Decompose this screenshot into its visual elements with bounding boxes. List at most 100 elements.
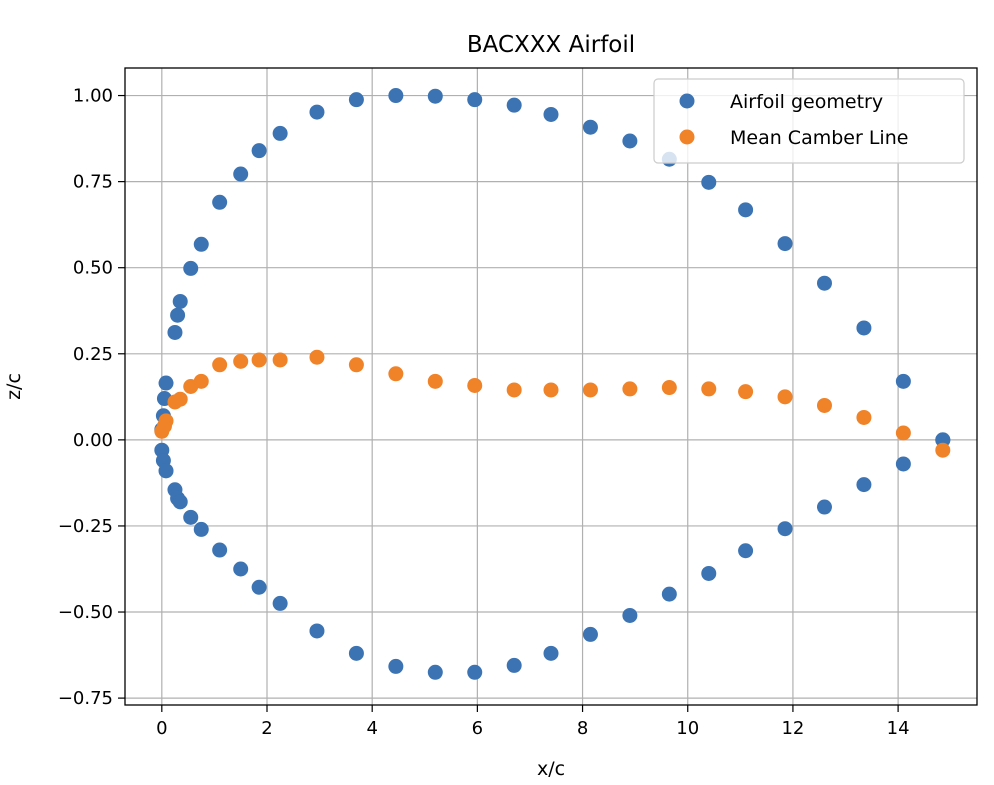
- data-point: [251, 143, 267, 159]
- data-point: [158, 375, 174, 391]
- legend-label: Mean Camber Line: [730, 127, 908, 149]
- data-point: [167, 394, 183, 410]
- data-point: [183, 260, 199, 276]
- plot-frame: [124, 67, 978, 706]
- data-point: [701, 174, 717, 190]
- data-point: [158, 463, 174, 479]
- data-point: [816, 499, 832, 515]
- data-point: [183, 509, 199, 525]
- x-tick-label: 14: [887, 718, 910, 739]
- data-point: [212, 357, 228, 373]
- x-tick-label: 0: [156, 718, 167, 739]
- data-point: [193, 236, 209, 252]
- x-tick-label: 12: [781, 718, 804, 739]
- data-point: [856, 477, 872, 493]
- y-tick-label: −0.25: [58, 516, 113, 537]
- data-point: [167, 324, 183, 340]
- axis-ticks: 0 2 4 6 8 10 12 14 1.00 0.75 0.50 0.25 0.00 −0.25 −0.5…: [58, 86, 910, 739]
- data-point: [233, 561, 249, 577]
- data-point: [348, 645, 364, 661]
- y-tick-label: 0.00: [73, 430, 113, 451]
- data-point: [309, 623, 325, 639]
- y-tick-label: 0.50: [73, 258, 113, 279]
- data-point: [183, 379, 199, 394]
- y-axis-label: z/c: [3, 373, 25, 400]
- data-point: [738, 543, 754, 559]
- data-point: [348, 92, 364, 108]
- data-point: [388, 366, 404, 382]
- data-point: [895, 425, 911, 441]
- legend-label: Airfoil geometry: [730, 91, 883, 113]
- data-point: [661, 586, 677, 602]
- data-point: [251, 579, 267, 595]
- data-point: [309, 349, 325, 365]
- data-point: [816, 397, 832, 413]
- data-point: [309, 104, 325, 120]
- data-point: [935, 442, 951, 458]
- legend-marker: [679, 93, 695, 109]
- series-mean-camber-line: [154, 349, 951, 458]
- grid: [125, 68, 977, 705]
- data-point: [582, 382, 598, 398]
- data-point: [777, 389, 793, 405]
- x-tick-label: 10: [676, 718, 699, 739]
- data-point: [856, 320, 872, 336]
- data-point: [582, 119, 598, 135]
- data-point: [272, 125, 288, 141]
- data-point: [172, 494, 188, 510]
- chart-title: BACXXX Airfoil: [467, 32, 635, 58]
- data-point: [348, 357, 364, 373]
- data-point: [467, 377, 483, 393]
- x-axis-label: x/c: [537, 758, 565, 780]
- data-point: [427, 664, 443, 680]
- data-point: [467, 92, 483, 108]
- data-point: [506, 657, 522, 673]
- data-point: [895, 456, 911, 472]
- data-point: [738, 384, 754, 400]
- data-point: [543, 382, 559, 398]
- data-point: [154, 423, 170, 439]
- data-point: [895, 373, 911, 389]
- data-point: [701, 381, 717, 397]
- y-tick-label: 0.75: [73, 172, 113, 193]
- x-tick-label: 8: [577, 718, 588, 739]
- data-point: [701, 565, 717, 581]
- data-point: [661, 380, 677, 396]
- data-point: [272, 352, 288, 368]
- legend: Airfoil geometry Mean Camber Line: [653, 78, 965, 164]
- data-point: [543, 645, 559, 661]
- data-point: [816, 275, 832, 291]
- data-point: [506, 97, 522, 113]
- data-point: [233, 166, 249, 182]
- series-airfoil-geometry: [154, 88, 951, 680]
- data-marks: [154, 88, 951, 680]
- data-point: [622, 607, 638, 623]
- data-point: [777, 521, 793, 537]
- data-point: [193, 521, 209, 537]
- x-tick-label: 6: [472, 718, 483, 739]
- data-point: [212, 542, 228, 558]
- y-tick-label: −0.50: [58, 602, 113, 623]
- data-point: [251, 352, 267, 368]
- x-tick-label: 4: [366, 718, 377, 739]
- y-tick-label: 0.25: [73, 344, 113, 365]
- data-point: [172, 293, 188, 309]
- data-point: [935, 432, 951, 448]
- data-point: [543, 106, 559, 122]
- data-point: [233, 353, 249, 369]
- data-point: [738, 202, 754, 218]
- data-point: [467, 664, 483, 680]
- data-point: [388, 658, 404, 674]
- data-point: [272, 595, 288, 611]
- data-point: [388, 88, 404, 104]
- data-point: [622, 381, 638, 397]
- legend-box: [653, 78, 965, 164]
- x-tick-label: 2: [261, 718, 272, 739]
- legend-marker: [679, 129, 695, 145]
- data-point: [856, 409, 872, 425]
- data-point: [427, 373, 443, 389]
- y-tick-label: 1.00: [73, 86, 113, 107]
- data-point: [170, 307, 186, 323]
- data-point: [427, 88, 443, 104]
